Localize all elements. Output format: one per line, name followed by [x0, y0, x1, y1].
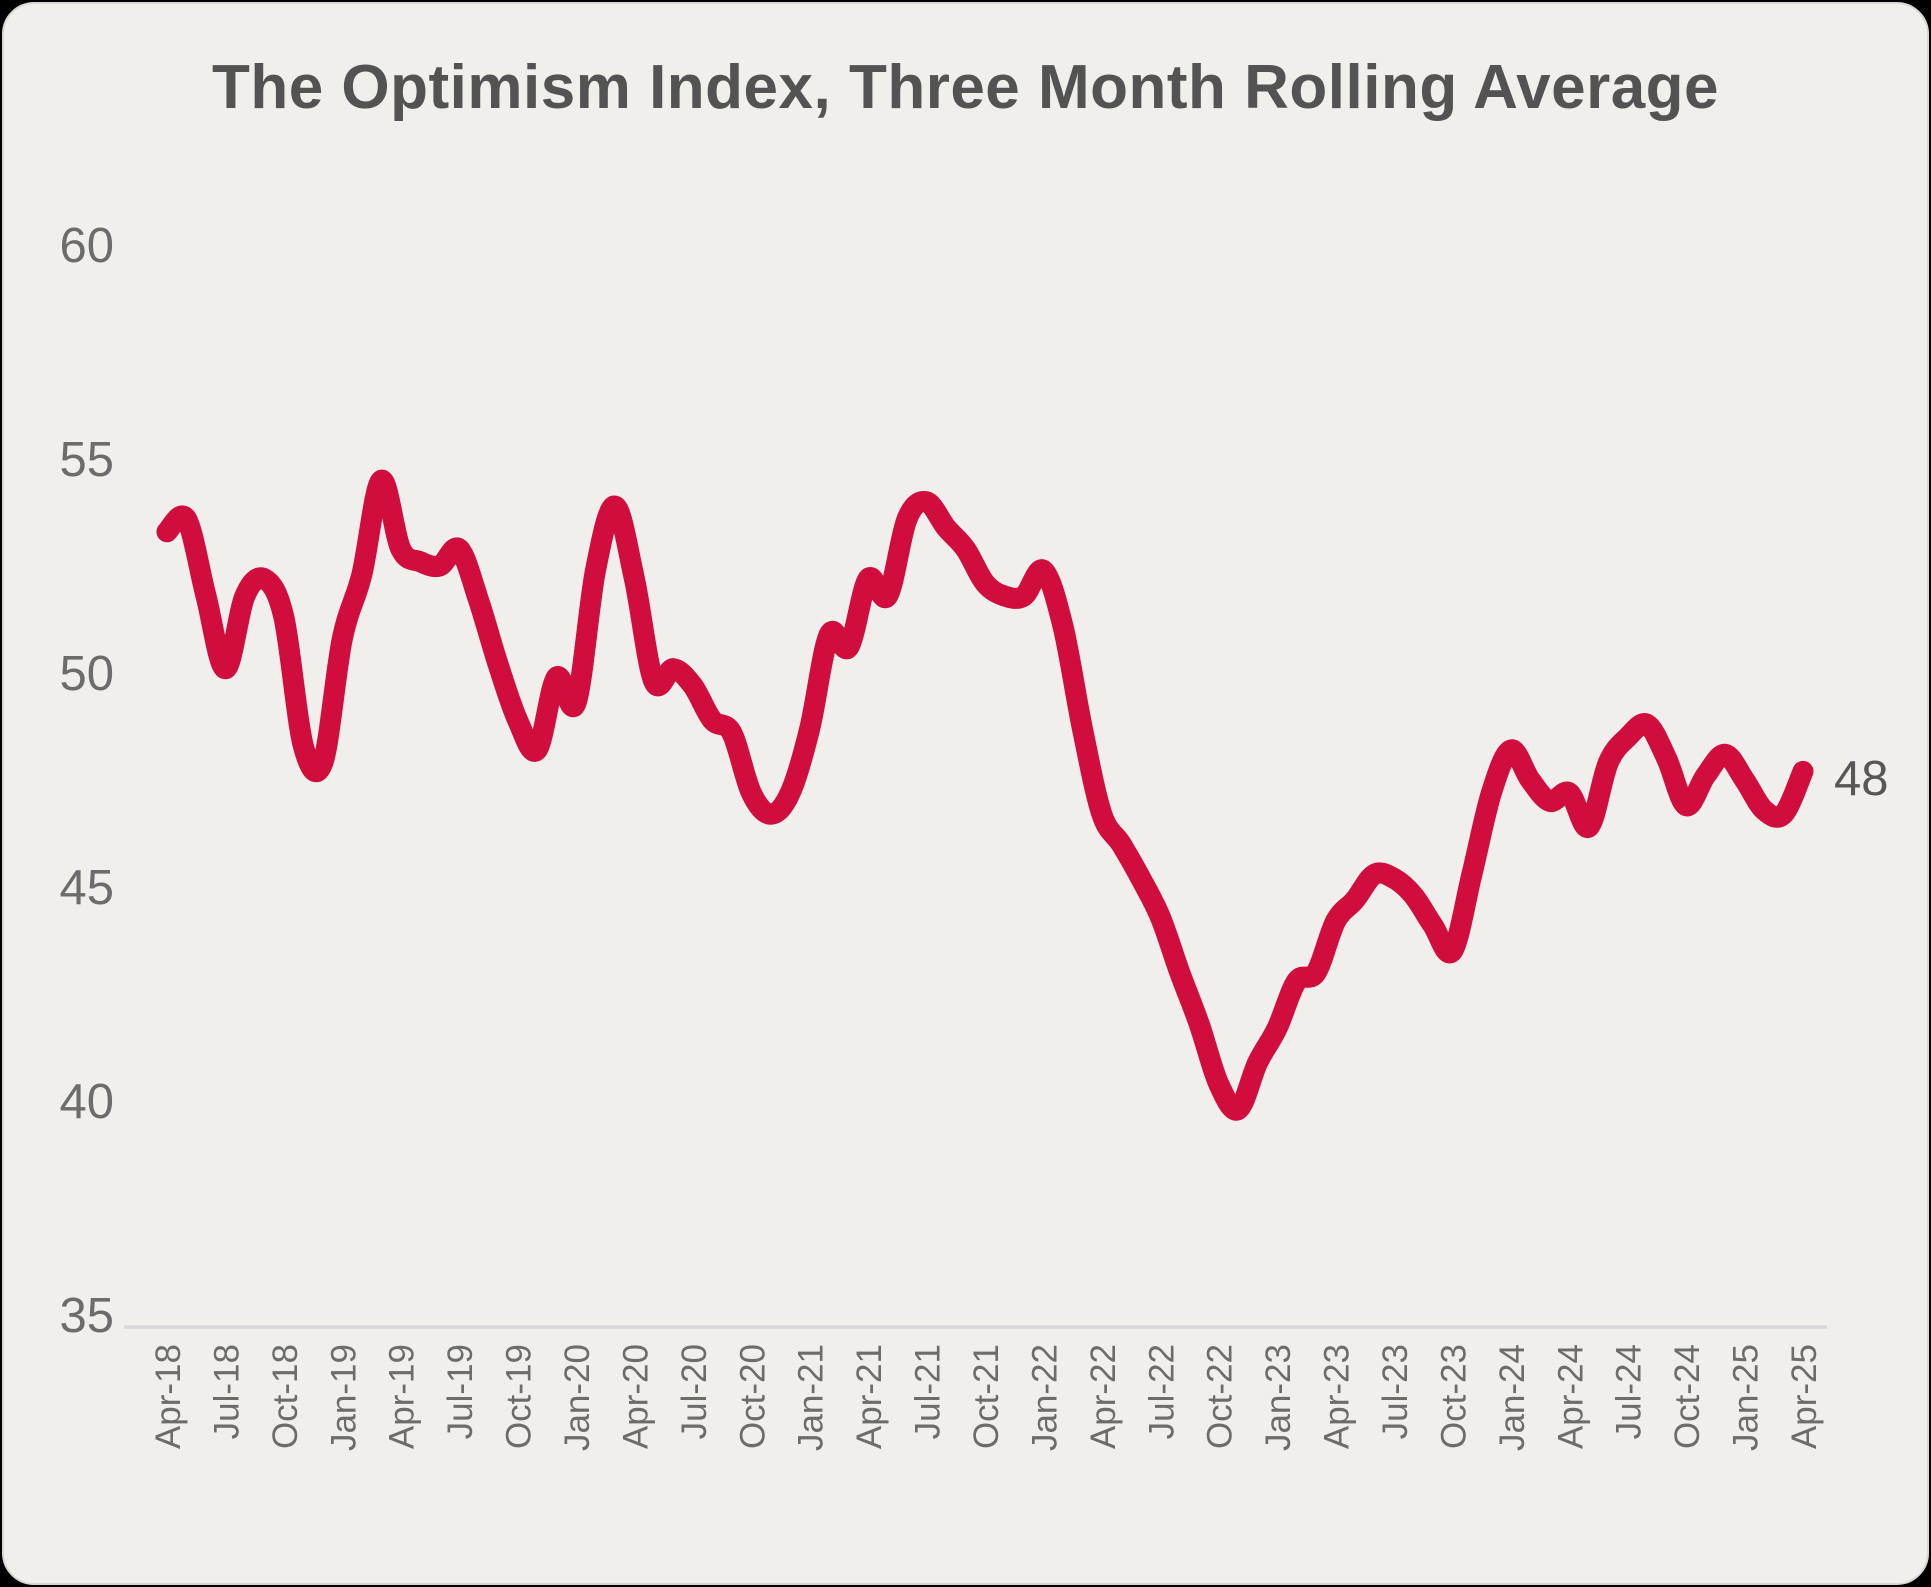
y-axis-tick-label: 55: [59, 433, 114, 487]
x-axis-tick-label: Jan-19: [324, 1344, 363, 1451]
x-axis-tick-label: Apr-24: [1551, 1344, 1590, 1449]
y-axis-tick-label: 45: [59, 861, 114, 915]
y-axis-tick-label: 40: [59, 1075, 114, 1129]
x-axis-tick-label: Jan-21: [792, 1344, 831, 1451]
x-axis-tick-label: Apr-20: [616, 1344, 655, 1449]
x-axis-tick-label: Jul-21: [909, 1344, 948, 1439]
x-axis-tick-label: Oct-22: [1201, 1344, 1240, 1449]
chart-canvas: 35 40 45 50 55 60 Apr-18 Jul-18 Oct-18 Jan-19 Apr-…: [59, 219, 1827, 1451]
y-axis-tick-label: 35: [59, 1289, 114, 1343]
y-axis-tick-label: 50: [59, 647, 114, 701]
x-axis-tick-label: Jul-24: [1610, 1344, 1649, 1439]
x-axis-tick-label: Jan-22: [1025, 1344, 1064, 1451]
x-axis-tick-label: Apr-25: [1785, 1344, 1824, 1449]
x-axis-tick-label: Apr-23: [1318, 1344, 1357, 1449]
x-axis-tick-label: Jul-18: [207, 1344, 246, 1439]
x-axis-tick-label: Oct-19: [500, 1344, 539, 1449]
x-axis-tick-label: Jul-20: [675, 1344, 714, 1439]
x-axis-tick-label: Oct-18: [266, 1344, 305, 1449]
x-axis-tick-label: Jan-25: [1727, 1344, 1766, 1451]
x-axis-tick-label: Oct-23: [1434, 1344, 1473, 1449]
x-axis-tick-label: Apr-21: [850, 1344, 889, 1449]
x-axis-tick-label: Apr-19: [383, 1344, 422, 1449]
x-axis-tick-label: Jul-22: [1142, 1344, 1181, 1439]
x-axis-tick-label: Oct-20: [733, 1344, 772, 1449]
end-value-label: 48: [1834, 752, 1889, 806]
y-axis-tick-label: 60: [59, 219, 114, 273]
x-axis-tick-label: Apr-22: [1084, 1344, 1123, 1449]
x-axis-tick-label: Jul-19: [441, 1344, 480, 1439]
x-axis-tick-label: Apr-18: [149, 1344, 188, 1449]
x-axis-tick-label: Jan-20: [558, 1344, 597, 1451]
x-axis-tick-label: Jan-23: [1259, 1344, 1298, 1451]
x-axis-tick-label: Jan-24: [1493, 1344, 1532, 1451]
x-axis-tick-label: Oct-24: [1668, 1344, 1707, 1449]
chart-title: The Optimism Index, Three Month Rolling …: [211, 53, 1720, 122]
x-axis-tick-label: Oct-21: [967, 1344, 1006, 1449]
optimism-index-line: [156, 469, 1814, 1121]
x-axis-tick-label: Jul-23: [1376, 1344, 1415, 1439]
